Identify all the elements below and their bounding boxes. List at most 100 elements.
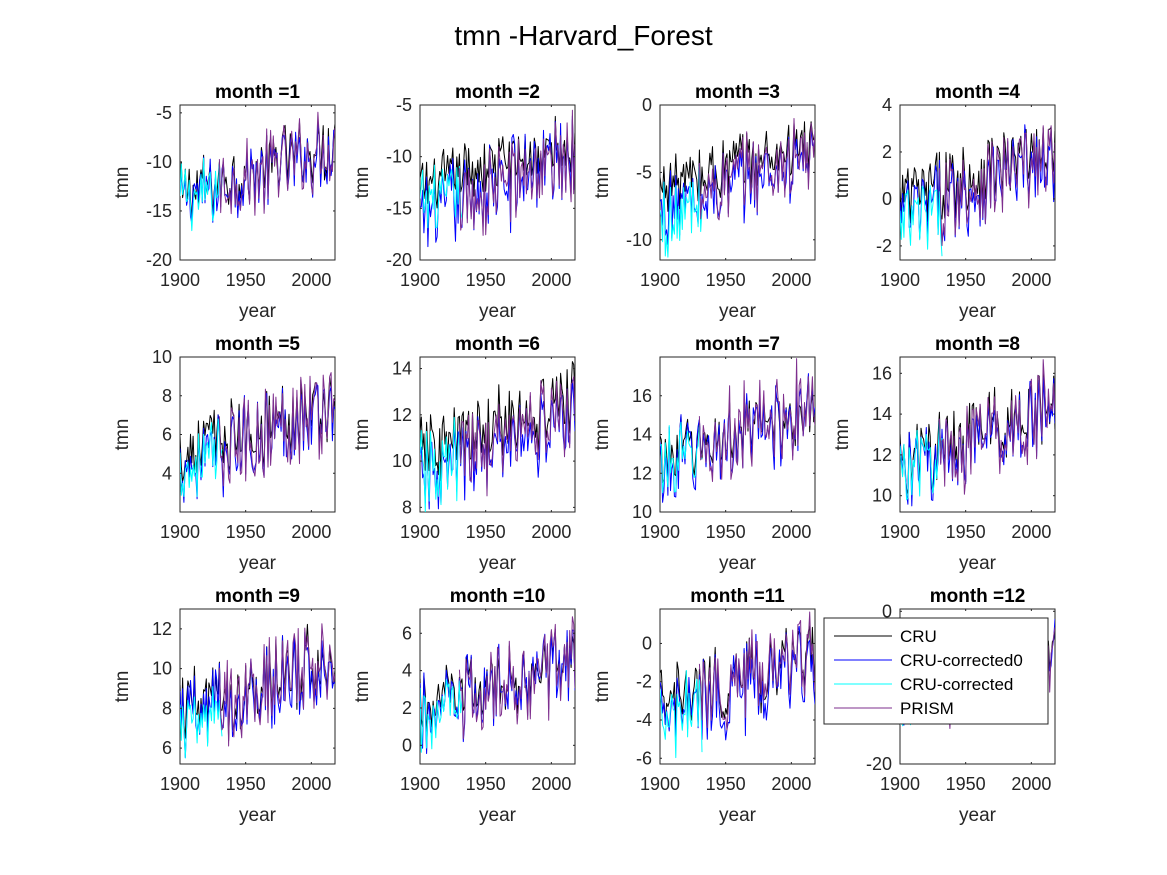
y-tick-label: 14 bbox=[872, 404, 892, 424]
y-tick-label: 8 bbox=[162, 698, 172, 718]
legend-label: CRU-corrected0 bbox=[900, 651, 1023, 670]
y-axis-label: tmn bbox=[352, 167, 373, 199]
series-line-cru-corrected bbox=[900, 421, 943, 501]
x-tick-label: 2000 bbox=[531, 522, 571, 542]
x-tick-label: 2000 bbox=[771, 774, 811, 794]
y-tick-label: 8 bbox=[162, 386, 172, 406]
x-tick-label: 1900 bbox=[400, 522, 440, 542]
y-tick-label: 4 bbox=[402, 661, 412, 681]
series-line-cru-corrected bbox=[660, 421, 703, 494]
series-line-cru-corrected bbox=[420, 679, 463, 753]
x-tick-label: 1900 bbox=[160, 522, 200, 542]
x-axis-label: year bbox=[239, 301, 277, 322]
panel-title: month =11 bbox=[690, 586, 785, 607]
series-line-prism bbox=[938, 359, 1055, 495]
series-group bbox=[900, 124, 1055, 257]
y-axis-label: tmn bbox=[112, 671, 133, 703]
y-axis-label: tmn bbox=[112, 167, 133, 199]
y-axis-label: tmn bbox=[112, 419, 133, 451]
series-group bbox=[180, 372, 335, 503]
y-tick-label: -2 bbox=[876, 236, 892, 256]
series-group bbox=[660, 611, 815, 759]
subplot-month-9: 1900 1950 2000 6 8 10 12 month =9 year tmn bbox=[112, 586, 336, 826]
y-axis-label: tmn bbox=[352, 419, 373, 451]
x-tick-label: 1950 bbox=[946, 270, 986, 290]
y-tick-label: -5 bbox=[636, 162, 652, 182]
x-tick-label: 2000 bbox=[291, 774, 331, 794]
series-line-cru-corrected bbox=[660, 165, 703, 258]
x-axis-label: year bbox=[959, 553, 997, 574]
x-tick-label: 1900 bbox=[640, 774, 680, 794]
y-tick-label: -15 bbox=[146, 201, 172, 221]
y-tick-label: 10 bbox=[152, 347, 172, 367]
subplot-month-1: 1900 1950 2000 -20 -15 -10 -5 month =1 year tmn bbox=[112, 82, 336, 322]
subplot-month-2: 1900 1950 2000 -20 -15 -10 -5 month =2 year tmn bbox=[352, 82, 576, 322]
x-axis-label: year bbox=[239, 805, 277, 826]
x-axis-label: year bbox=[959, 805, 997, 826]
panel-title: month =1 bbox=[215, 82, 300, 103]
subplot-month-5: 1900 1950 2000 4 6 8 10 month =5 year tmn bbox=[112, 334, 336, 574]
y-tick-label: 12 bbox=[392, 405, 412, 425]
y-tick-label: -6 bbox=[636, 748, 652, 768]
x-tick-label: 1900 bbox=[400, 774, 440, 794]
x-tick-label: 2000 bbox=[291, 270, 331, 290]
subplot-month-6: 1900 1950 2000 8 10 12 14 month =6 year tmn bbox=[352, 334, 576, 574]
x-tick-label: 1950 bbox=[706, 270, 746, 290]
y-tick-label: -20 bbox=[386, 250, 412, 270]
y-axis-label: tmn bbox=[832, 419, 853, 451]
y-tick-label: 4 bbox=[162, 463, 172, 483]
x-tick-label: 1900 bbox=[880, 522, 920, 542]
y-tick-label: 0 bbox=[882, 189, 892, 209]
x-tick-label: 1900 bbox=[640, 522, 680, 542]
y-axis-label: tmn bbox=[592, 671, 613, 703]
series-line-cru-corrected bbox=[180, 686, 223, 759]
y-tick-label: 0 bbox=[642, 95, 652, 115]
series-group bbox=[180, 623, 335, 759]
subplot-month-4: 1900 1950 2000 -2 0 2 4 month =4 year tmn bbox=[832, 82, 1056, 322]
panel-title: month =3 bbox=[695, 82, 780, 103]
y-axis-label: tmn bbox=[352, 671, 373, 703]
series-line-prism bbox=[218, 623, 335, 747]
series-line-prism bbox=[218, 111, 335, 216]
legend-label: PRISM bbox=[900, 699, 954, 718]
x-axis-label: year bbox=[719, 805, 757, 826]
y-tick-label: -4 bbox=[636, 710, 652, 730]
panel-title: month =2 bbox=[455, 82, 540, 103]
series-group bbox=[660, 118, 815, 258]
series-line-prism bbox=[458, 376, 575, 497]
y-tick-label: 2 bbox=[402, 698, 412, 718]
x-tick-label: 2000 bbox=[1011, 522, 1051, 542]
panel-title: month =5 bbox=[215, 334, 300, 355]
series-group bbox=[420, 616, 575, 754]
subplot-month-10: 1900 1950 2000 0 2 4 6 month =10 year tmn bbox=[352, 586, 576, 826]
y-tick-label: 6 bbox=[402, 623, 412, 643]
x-tick-label: 2000 bbox=[1011, 270, 1051, 290]
y-tick-label: -15 bbox=[386, 198, 412, 218]
x-tick-label: 1950 bbox=[466, 270, 506, 290]
panel-title: month =12 bbox=[930, 586, 1026, 607]
y-tick-label: 0 bbox=[402, 735, 412, 755]
series-line-cru-corrected bbox=[420, 416, 463, 512]
y-tick-label: -10 bbox=[146, 152, 172, 172]
x-tick-label: 1950 bbox=[946, 522, 986, 542]
series-line-prism bbox=[458, 616, 575, 740]
series-line-prism bbox=[698, 118, 815, 221]
y-tick-label: -5 bbox=[396, 95, 412, 115]
series-group bbox=[420, 109, 575, 248]
legend-label: CRU-corrected bbox=[900, 675, 1013, 694]
x-axis-label: year bbox=[719, 301, 757, 322]
series-line-prism bbox=[218, 372, 335, 487]
x-tick-label: 2000 bbox=[771, 522, 811, 542]
subplot-month-7: 1900 1950 2000 10 12 14 16 month =7 year tmn bbox=[592, 334, 816, 574]
y-tick-label: 10 bbox=[872, 486, 892, 506]
series-line-cru-corrected0 bbox=[180, 631, 335, 758]
x-tick-label: 1950 bbox=[226, 270, 266, 290]
x-axis-label: year bbox=[479, 553, 517, 574]
series-line-cru-corrected bbox=[900, 185, 943, 257]
legend: CRU CRU-corrected0 CRU-corrected PRISM bbox=[823, 617, 1049, 725]
x-tick-label: 1950 bbox=[706, 522, 746, 542]
x-tick-label: 1950 bbox=[226, 522, 266, 542]
x-tick-label: 2000 bbox=[291, 522, 331, 542]
panel-title: month =9 bbox=[215, 586, 300, 607]
x-tick-label: 1950 bbox=[226, 774, 266, 794]
